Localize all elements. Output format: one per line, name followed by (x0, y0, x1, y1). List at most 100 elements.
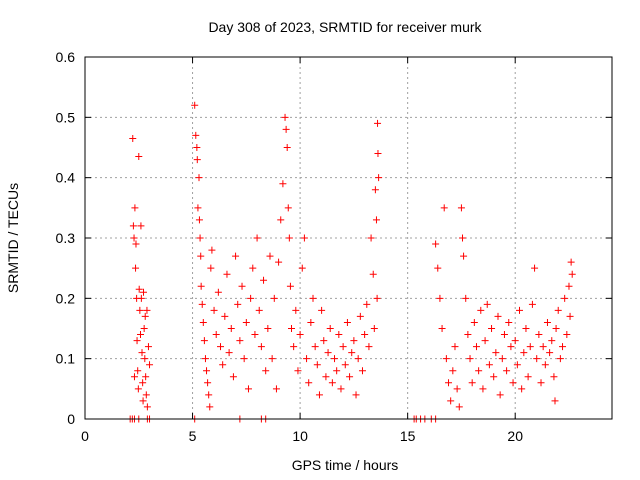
data-point (296, 331, 304, 339)
data-point (142, 391, 150, 399)
data-point (543, 318, 551, 326)
data-point (236, 337, 244, 345)
data-point (483, 300, 491, 308)
data-point (554, 306, 562, 314)
data-point (343, 318, 351, 326)
data-point (200, 337, 208, 345)
data-point (335, 331, 343, 339)
data-point (193, 156, 201, 164)
data-point (225, 349, 233, 357)
y-tick-label: 0.6 (56, 49, 76, 65)
data-point (283, 144, 291, 151)
data-point (375, 174, 383, 182)
data-point (208, 246, 216, 254)
data-point (196, 234, 204, 242)
x-tick-label: 5 (189, 428, 197, 444)
data-point (240, 355, 248, 363)
data-point (268, 355, 276, 363)
data-point (552, 325, 560, 332)
data-point (445, 379, 453, 387)
data-point (214, 288, 222, 296)
data-point (260, 276, 268, 284)
data-point (328, 379, 336, 387)
data-point (479, 385, 487, 393)
data-point (315, 391, 323, 399)
data-point (135, 285, 143, 293)
data-point (432, 240, 440, 248)
data-point (311, 343, 319, 351)
data-point (457, 204, 465, 212)
data-point (563, 331, 571, 339)
data-point (468, 379, 476, 387)
data-point (438, 325, 446, 332)
data-point (266, 252, 274, 260)
data-point (481, 337, 489, 345)
x-tick-label: 20 (507, 428, 523, 444)
x-tick-label: 10 (292, 428, 308, 444)
data-point (455, 403, 463, 411)
data-point (352, 391, 360, 399)
data-point (370, 325, 378, 332)
data-point (372, 216, 380, 224)
data-point (140, 325, 148, 332)
data-point (522, 325, 530, 332)
data-point (270, 294, 278, 302)
data-point (141, 355, 149, 363)
data-point (275, 258, 283, 266)
data-point (264, 325, 272, 332)
data-point (249, 264, 257, 272)
data-point (138, 349, 146, 357)
data-point (565, 282, 573, 290)
data-point (485, 361, 493, 369)
data-point (287, 325, 295, 332)
data-point (440, 204, 448, 212)
data-point (528, 300, 536, 308)
data-point (136, 331, 144, 339)
data-point (350, 337, 358, 345)
data-point (356, 312, 364, 320)
data-point (339, 343, 347, 351)
data-point (244, 385, 252, 393)
data-point (129, 222, 137, 230)
axis-ticks: 0 5 10 15 20 0 0.1 0.2 0.3 0.4 0.5 0.6 (56, 49, 612, 444)
data-point (137, 294, 145, 302)
data-point (556, 355, 564, 363)
data-point (290, 343, 298, 351)
data-point (516, 306, 524, 314)
y-tick-label: 0.2 (56, 290, 76, 306)
y-tick-label: 0.3 (56, 230, 76, 246)
data-point (322, 373, 330, 381)
data-point (449, 367, 457, 375)
data-point (460, 252, 468, 260)
data-point (253, 234, 261, 242)
data-point (294, 367, 302, 375)
data-point (470, 318, 478, 326)
data-point (201, 355, 209, 363)
data-point (358, 367, 366, 375)
data-point (559, 343, 567, 351)
data-point (537, 379, 545, 387)
data-point (197, 282, 205, 290)
data-point (373, 294, 381, 302)
data-point (550, 373, 558, 381)
data-point (193, 144, 201, 151)
data-point (129, 134, 137, 142)
data-point (320, 337, 328, 345)
data-point (490, 373, 498, 381)
data-point (374, 119, 382, 127)
data-point (135, 153, 143, 161)
data-point (341, 361, 349, 369)
y-tick-label: 0 (67, 411, 75, 427)
data-point (367, 234, 375, 242)
data-point (524, 373, 532, 381)
data-point (238, 282, 246, 290)
data-point (199, 318, 207, 326)
data-point (130, 373, 138, 381)
data-point (466, 355, 474, 363)
data-point (132, 240, 140, 248)
data-point (229, 373, 237, 381)
data-point (136, 306, 144, 314)
data-point (281, 113, 289, 121)
data-point (459, 234, 467, 242)
